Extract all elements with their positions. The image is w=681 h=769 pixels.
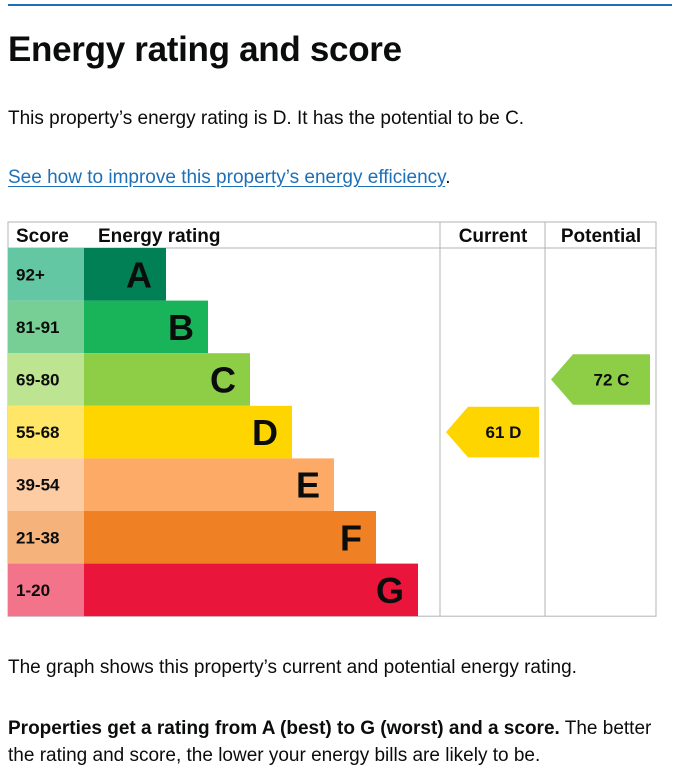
current-rating-marker — [446, 406, 539, 458]
header-energy-rating: Energy rating — [98, 226, 220, 247]
improve-link-paragraph: See how to improve this property’s energ… — [8, 167, 451, 189]
improve-efficiency-link[interactable]: See how to improve this property’s energ… — [8, 167, 446, 188]
rating-explanation-rest: The better the rating and score, the low… — [8, 718, 652, 766]
rating-bar-c — [84, 353, 250, 406]
potential-rating-label: 72 C — [594, 371, 630, 390]
score-label-a: 92+ — [16, 265, 45, 284]
energy-rating-chart: Score Energy rating Current Potential 92+ A 81… — [7, 221, 657, 617]
rating-letter-e: E — [296, 465, 320, 506]
score-cell-a — [8, 248, 84, 301]
page-title: Energy rating and score — [8, 30, 402, 69]
rating-letter-a: A — [126, 254, 152, 295]
score-label-c: 69-80 — [16, 371, 59, 390]
rating-bar-g — [84, 563, 418, 617]
score-label-g: 1-20 — [16, 581, 50, 600]
score-cell-f — [8, 511, 84, 564]
score-cell-e — [8, 458, 84, 511]
rating-bar-a — [84, 248, 166, 301]
rating-letter-c: C — [210, 360, 236, 401]
potential-rating-marker — [551, 354, 650, 405]
rating-letter-d: D — [252, 412, 278, 453]
rating-bar-e — [84, 458, 334, 511]
score-cell-d — [8, 405, 84, 459]
rating-letter-f: F — [340, 517, 362, 558]
header-current: Current — [459, 226, 528, 247]
rating-bar-d — [84, 405, 292, 459]
top-rule — [8, 4, 672, 6]
graph-caption: The graph shows this property’s current … — [8, 657, 577, 678]
rating-bar-f — [84, 511, 376, 564]
score-label-b: 81-91 — [16, 318, 59, 337]
score-cell-c — [8, 353, 84, 406]
rating-explanation: Properties get a rating from A (best) to… — [8, 715, 678, 769]
header-potential: Potential — [561, 226, 641, 247]
rating-letter-b: B — [168, 307, 194, 348]
rating-letter-g: G — [376, 570, 404, 611]
current-rating-label: 61 D — [486, 423, 522, 442]
score-label-d: 55-68 — [16, 423, 59, 442]
score-cell-g — [8, 563, 84, 617]
rating-summary: This property’s energy rating is D. It h… — [8, 108, 525, 129]
score-cell-b — [8, 300, 84, 354]
rating-explanation-bold: Properties get a rating from A (best) to… — [8, 718, 560, 739]
score-label-e: 39-54 — [16, 476, 60, 495]
header-score: Score — [16, 226, 69, 247]
link-suffix: . — [445, 167, 451, 188]
score-label-f: 21-38 — [16, 528, 59, 547]
rating-bar-b — [84, 300, 208, 354]
